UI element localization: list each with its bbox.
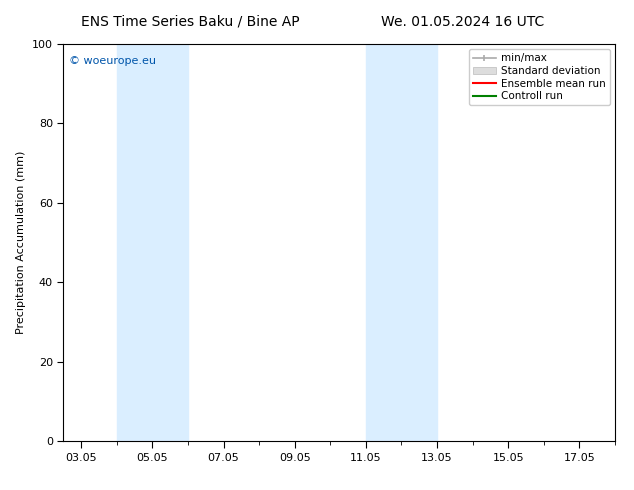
Text: © woeurope.eu: © woeurope.eu [69, 56, 156, 66]
Bar [366, 44, 437, 441]
Y-axis label: Precipitation Accumulation (mm): Precipitation Accumulation (mm) [16, 151, 27, 334]
Text: ENS Time Series Baku / Bine AP: ENS Time Series Baku / Bine AP [81, 15, 299, 29]
Legend: min/max, Standard deviation, Ensemble mean run, Controll run: min/max, Standard deviation, Ensemble me… [469, 49, 610, 105]
Text: We. 01.05.2024 16 UTC: We. 01.05.2024 16 UTC [381, 15, 545, 29]
Bar [117, 44, 188, 441]
